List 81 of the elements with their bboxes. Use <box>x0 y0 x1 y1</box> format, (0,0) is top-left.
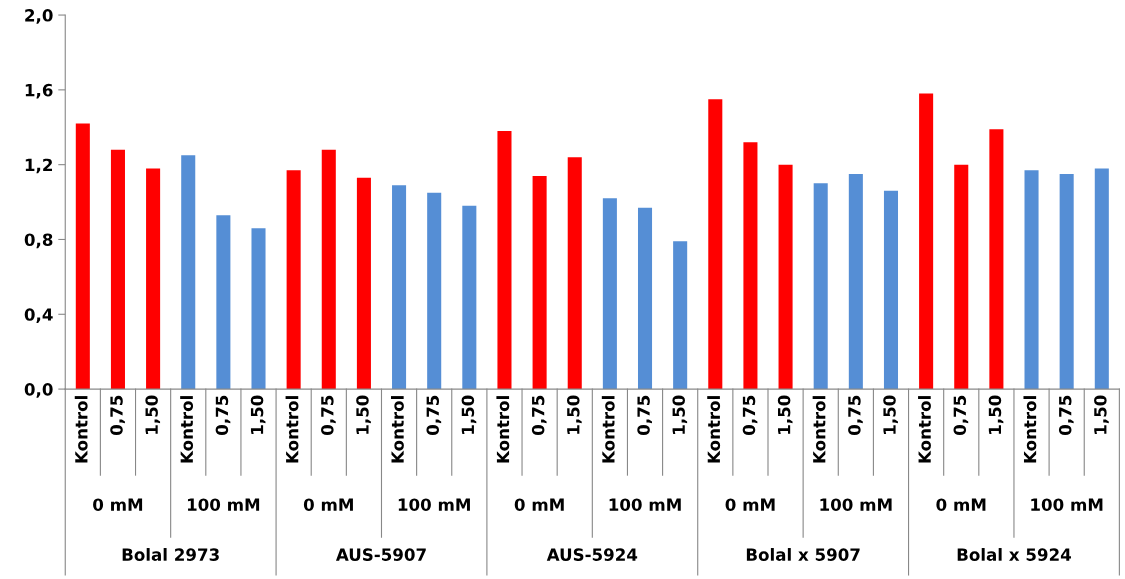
bar <box>110 149 125 390</box>
text: 0 mM <box>936 498 986 511</box>
x-tick-label: 0,75 <box>637 395 652 436</box>
bar <box>532 175 547 390</box>
x-tick-label: Kontrol <box>390 396 404 463</box>
y-tick-label: 2,0 <box>25 9 53 24</box>
bar <box>462 205 477 390</box>
text: 100 mM <box>1031 498 1103 511</box>
x-tick-label: Kontrol <box>812 396 826 463</box>
bar <box>146 168 161 390</box>
bar <box>1059 174 1074 390</box>
text: 100 mM <box>820 498 892 511</box>
bar <box>1024 170 1039 390</box>
bar <box>427 192 442 390</box>
text: 100 mM <box>609 498 681 511</box>
bar <box>743 142 758 390</box>
bar <box>251 228 266 390</box>
bar <box>989 129 1004 390</box>
text: 100 mM <box>398 498 470 511</box>
x-tick-label: 1,50 <box>1094 395 1109 434</box>
bar <box>181 155 196 390</box>
x-tick-label: 1,50 <box>777 395 793 434</box>
bar <box>637 207 653 390</box>
text: 0 mM <box>303 498 353 511</box>
x-tick-label: 0,75 <box>215 395 231 436</box>
x-tick-label: Kontrol <box>74 396 88 463</box>
bar <box>673 241 688 390</box>
bar <box>848 174 863 390</box>
y-tick-label: 0,0 <box>24 383 53 398</box>
x-tick-label: 0,75 <box>1058 395 1074 436</box>
y-tick-label: 1,2 <box>25 158 52 174</box>
text: Bolal 2973 <box>122 548 219 561</box>
bar <box>216 215 231 390</box>
x-tick-label: 1,50 <box>672 395 688 434</box>
x-tick-label: 0,75 <box>848 395 863 436</box>
bar <box>883 190 899 390</box>
x-tick-label: Kontrol <box>180 396 194 463</box>
x-tick-label: 0,75 <box>531 395 547 436</box>
x-tick-label: 1,50 <box>988 395 1004 434</box>
x-tick-label: 0,75 <box>953 395 969 436</box>
x-tick-label: 1,50 <box>566 395 582 434</box>
y-tick-label: 0,4 <box>24 308 53 323</box>
x-tick-label: Kontrol <box>1023 396 1037 463</box>
bar <box>497 131 512 390</box>
bar <box>286 170 301 390</box>
bar <box>602 198 617 390</box>
x-tick-label: Kontrol <box>496 396 510 463</box>
bar <box>392 185 407 390</box>
text: Bolal x 5907 <box>746 548 860 561</box>
text: Bolal x 5924 <box>957 548 1071 561</box>
x-tick-label: 1,50 <box>250 395 266 434</box>
x-tick-label: 1,50 <box>356 395 371 434</box>
bar <box>1094 168 1109 390</box>
x-tick-label: 1,50 <box>883 395 898 434</box>
x-tick-label: 0,75 <box>426 395 442 436</box>
bar <box>321 149 336 390</box>
bar <box>708 99 723 390</box>
x-tick-label: 0,75 <box>742 395 758 436</box>
x-tick-label: 0,75 <box>110 395 125 436</box>
text: 0 mM <box>725 498 775 511</box>
text: 0 mM <box>514 498 564 511</box>
text: AUS-5924 <box>546 548 638 561</box>
bar <box>813 183 828 390</box>
x-tick-label: Kontrol <box>601 396 615 463</box>
bar <box>919 93 934 390</box>
bar <box>567 157 582 390</box>
x-tick-label: Kontrol <box>707 396 721 463</box>
y-tick-label: 1,6 <box>25 83 53 99</box>
text: AUS-5907 <box>335 548 426 561</box>
bar <box>75 123 90 390</box>
text: 100 mM <box>187 498 260 511</box>
x-tick-label: 0,75 <box>321 395 336 436</box>
x-tick-label: Kontrol <box>285 396 299 463</box>
bar <box>356 177 371 390</box>
bar <box>778 164 793 390</box>
x-tick-label: 1,50 <box>461 395 477 434</box>
x-tick-label: Kontrol <box>918 396 931 463</box>
y-tick-label: 0,8 <box>24 233 53 249</box>
bar <box>954 164 969 390</box>
text: 0 mM <box>93 498 143 511</box>
x-tick-label: 1,50 <box>145 395 161 434</box>
